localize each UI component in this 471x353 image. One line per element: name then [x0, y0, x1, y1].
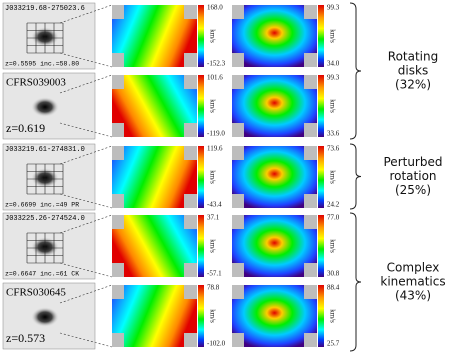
colorbar-unit: km/s — [328, 170, 336, 184]
colorbar-unit: km/s — [208, 99, 216, 113]
connector — [59, 145, 113, 165]
group-label: disks — [398, 64, 428, 78]
velocity-map — [112, 75, 197, 137]
colorbar-unit: km/s — [328, 99, 336, 113]
velocity-map — [112, 285, 197, 347]
group-percent: (25%) — [395, 183, 431, 197]
colorbar — [198, 75, 204, 137]
colorbar-max: 88.4 — [327, 284, 340, 292]
galaxy — [31, 97, 59, 117]
dispersion-map — [232, 285, 317, 347]
group-percent: (32%) — [395, 78, 431, 92]
colorbar — [198, 5, 204, 67]
colorbar-min: 34.0 — [327, 60, 340, 68]
colorbar-min: -43.4 — [207, 201, 222, 209]
colorbar — [198, 215, 204, 277]
colorbar-max: 77.0 — [327, 214, 340, 222]
colorbar — [198, 285, 204, 347]
connector — [59, 122, 113, 138]
brace — [349, 143, 362, 210]
velocity-map — [112, 215, 197, 277]
colorbar-max: 99.3 — [327, 74, 340, 82]
connector — [59, 214, 113, 234]
colorbar-min: -152.3 — [207, 60, 226, 68]
connector — [59, 193, 113, 209]
dispersion-map — [232, 146, 317, 208]
connector — [59, 262, 113, 278]
connector — [59, 52, 113, 68]
colorbar-max: 119.6 — [207, 145, 223, 153]
galaxy-name: J033225.26-274524.0 — [5, 215, 85, 223]
brace — [349, 212, 362, 352]
redshift: z=0.5595 inc.=58.80 — [5, 61, 79, 68]
colorbar-unit: km/s — [208, 309, 216, 323]
colorbar-max: 37.1 — [207, 214, 220, 222]
connector — [59, 332, 113, 348]
group-label: Perturbed — [384, 155, 443, 169]
colorbar — [318, 75, 324, 137]
colorbar-max: 73.6 — [327, 145, 340, 153]
colorbar — [318, 285, 324, 347]
colorbar-min: 25.7 — [327, 340, 340, 348]
connector — [59, 284, 113, 304]
colorbar-min: 30.8 — [327, 270, 340, 278]
colorbar-unit: km/s — [208, 239, 216, 253]
colorbar-unit: km/s — [328, 309, 336, 323]
group-percent: (43%) — [395, 289, 431, 303]
group-label: Complex — [387, 261, 440, 275]
colorbar-unit: km/s — [208, 29, 216, 43]
connector — [59, 4, 113, 24]
colorbar-max: 168.0 — [207, 4, 223, 12]
redshift: z=0.6647 inc.=61 CK — [5, 271, 79, 278]
brace — [349, 2, 362, 140]
colorbar-min: -119.0 — [207, 130, 225, 138]
redshift: z=0.619 — [6, 121, 45, 135]
colorbar-min: -57.1 — [207, 270, 222, 278]
galaxy — [31, 307, 59, 327]
connector — [59, 74, 113, 94]
colorbar-min: 24.2 — [327, 201, 340, 209]
colorbar-min: 33.6 — [327, 130, 340, 138]
dispersion-map — [232, 75, 317, 137]
dispersion-map — [232, 5, 317, 67]
colorbar-unit: km/s — [328, 239, 336, 253]
colorbar-max: 78.8 — [207, 284, 220, 292]
group-label: rotation — [389, 169, 436, 183]
galaxy-name: J033219.61-274831.0 — [5, 146, 85, 154]
group-label: Rotating — [388, 50, 438, 64]
galaxy-name: CFRS030645 — [6, 287, 66, 299]
velocity-map — [112, 146, 197, 208]
colorbar-max: 99.3 — [327, 4, 340, 12]
colorbar — [318, 5, 324, 67]
redshift: z=0.6699 inc.=49 PR — [5, 202, 79, 209]
colorbar — [318, 146, 324, 208]
dispersion-map — [232, 215, 317, 277]
velocity-map — [112, 5, 197, 67]
galaxy-name: CFRS039003 — [6, 77, 66, 89]
colorbar — [198, 146, 204, 208]
colorbar-max: 101.6 — [207, 74, 223, 82]
colorbar-min: -102.0 — [207, 340, 226, 348]
group-label: kinematics — [380, 275, 445, 289]
colorbar-unit: km/s — [328, 29, 336, 43]
colorbar-unit: km/s — [208, 170, 216, 184]
redshift: z=0.573 — [6, 331, 45, 345]
colorbar — [318, 215, 324, 277]
galaxy-name: J033219.68-275023.6 — [5, 5, 85, 13]
